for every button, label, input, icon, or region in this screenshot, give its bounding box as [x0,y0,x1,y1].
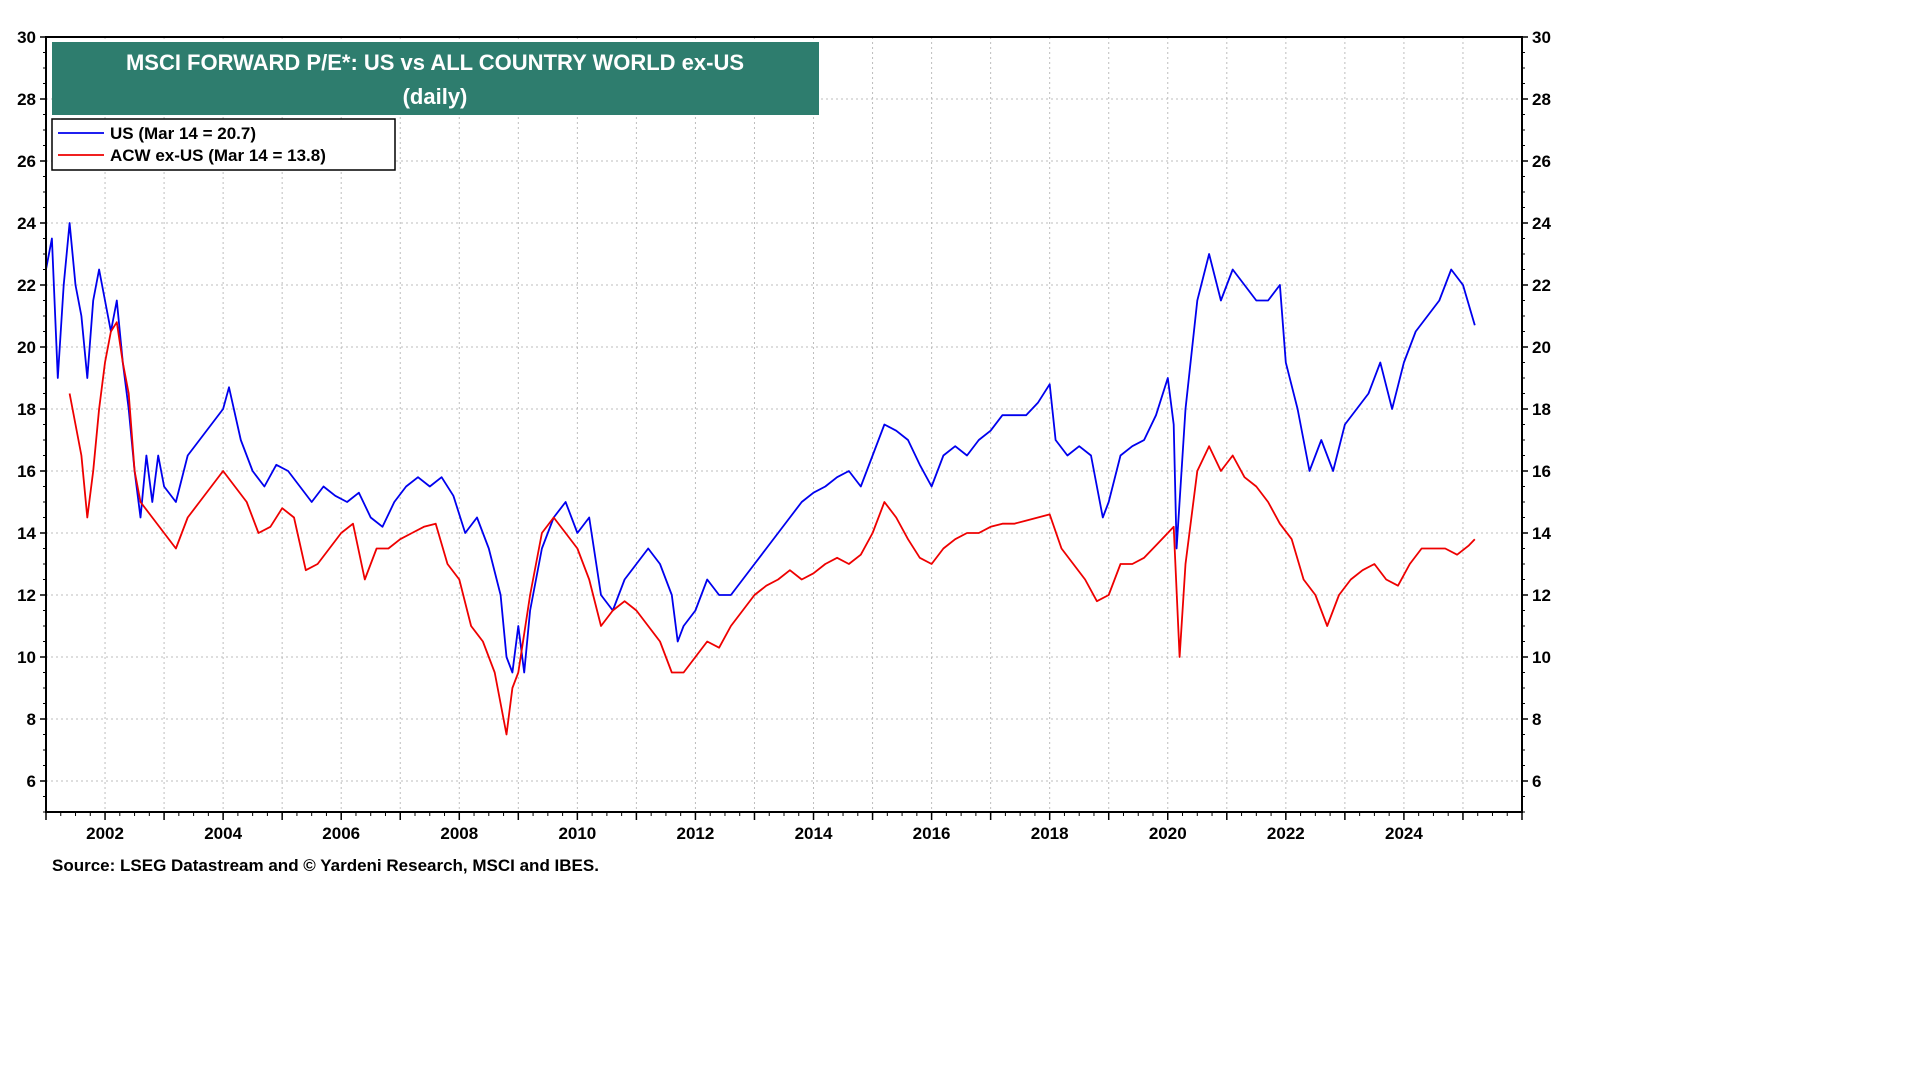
chart-subtitle: (daily) [403,84,468,109]
source-note: Source: LSEG Datastream and © Yardeni Re… [52,856,599,875]
y-tick-label-right: 10 [1532,648,1551,667]
y-tick-label-right: 22 [1532,276,1551,295]
y-tick-label-left: 24 [17,214,36,233]
y-tick-label-left: 30 [17,28,36,47]
x-tick-label: 2008 [440,824,478,843]
x-tick-label: 2012 [677,824,715,843]
y-tick-label-right: 26 [1532,152,1551,171]
y-tick-label-left: 8 [27,710,36,729]
y-tick-label-left: 18 [17,400,36,419]
y-tick-label-right: 12 [1532,586,1551,605]
x-tick-label: 2024 [1385,824,1423,843]
x-tick-label: 2014 [795,824,833,843]
series-line-acw-ex-us [68,321,1476,736]
plot-frame [45,36,1523,813]
x-tick-label: 2010 [558,824,596,843]
y-tick-label-left: 26 [17,152,36,171]
y-tick-label-right: 6 [1532,772,1541,791]
x-tick-label: 2022 [1267,824,1305,843]
y-tick-label-right: 8 [1532,710,1541,729]
x-tick-label: 2018 [1031,824,1069,843]
x-tick-label: 2002 [86,824,124,843]
y-tick-label-right: 18 [1532,400,1551,419]
x-tick-label: 2006 [322,824,360,843]
title-box [52,42,819,115]
y-tick-label-right: 14 [1532,524,1551,543]
y-tick-label-left: 12 [17,586,36,605]
y-tick-label-left: 14 [17,524,36,543]
y-tick-label-left: 28 [17,90,36,109]
legend-label: US (Mar 14 = 20.7) [110,124,256,143]
x-tick-label: 2020 [1149,824,1187,843]
y-tick-label-left: 6 [27,772,36,791]
x-tick-label: 2004 [204,824,242,843]
y-tick-label-right: 16 [1532,462,1551,481]
x-tick-label: 2016 [913,824,951,843]
legend-label: ACW ex-US (Mar 14 = 13.8) [110,146,326,165]
chart-root: 6 6 8 8 10 10 12 12 14 14 16 16 18 18 20 20 22 22 24 24 26 26… [17,28,1551,875]
y-tick-label-right: 24 [1532,214,1551,233]
y-tick-label-left: 22 [17,276,36,295]
chart-title: MSCI FORWARD P/E*: US vs ALL COUNTRY WOR… [126,50,744,75]
legend-box [51,118,396,171]
y-tick-label-left: 10 [17,648,36,667]
y-tick-label-right: 20 [1532,338,1551,357]
y-tick-label-right: 28 [1532,90,1551,109]
series-line-us [45,222,1476,674]
y-tick-label-right: 30 [1532,28,1551,47]
y-tick-label-left: 20 [17,338,36,357]
y-tick-label-left: 16 [17,462,36,481]
